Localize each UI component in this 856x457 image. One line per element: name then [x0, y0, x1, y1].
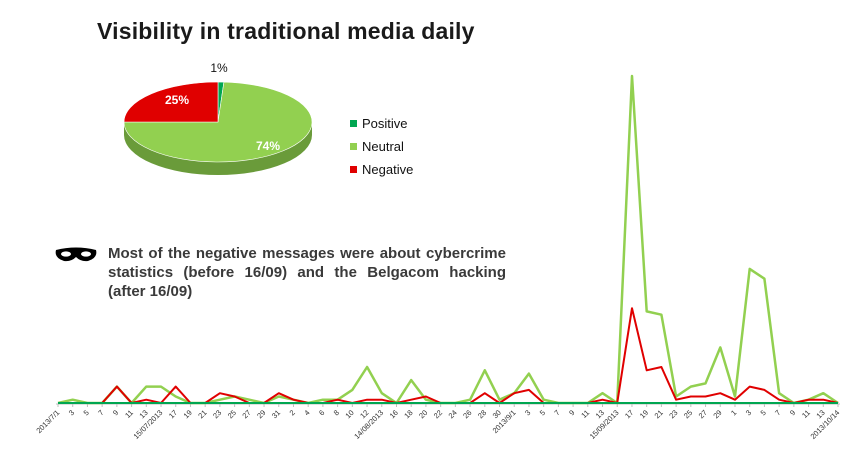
- x-tick-label: 27: [240, 408, 252, 420]
- x-tick-label: 3: [744, 408, 753, 417]
- x-tick-label: 3: [523, 408, 532, 417]
- annotation-text: Most of the negative messages were about…: [108, 245, 506, 300]
- x-tick-label: 11: [123, 408, 135, 420]
- x-tick-label: 25: [682, 408, 694, 420]
- x-tick-label: 17: [623, 408, 635, 420]
- x-tick-label: 16: [388, 408, 400, 420]
- x-tick-label: 11: [800, 408, 812, 420]
- legend-label-neutral: Neutral: [362, 139, 404, 154]
- x-tick-label: 24: [447, 408, 459, 420]
- x-tick-label: 22: [432, 408, 444, 420]
- legend-swatch-neutral: [350, 143, 357, 150]
- legend-item-positive: Positive: [350, 112, 413, 135]
- pie-label-neutral: 74%: [256, 139, 280, 153]
- x-tick-label: 29: [255, 408, 267, 420]
- x-tick-label: 7: [96, 408, 105, 417]
- x-tick-label: 8: [332, 408, 341, 417]
- mask-icon: [55, 247, 97, 262]
- x-tick-label: 6: [317, 408, 326, 417]
- x-tick-label: 23: [667, 408, 679, 420]
- x-tick-label: 2: [288, 408, 297, 417]
- x-tick-label: 21: [196, 408, 208, 420]
- x-tick-label: 9: [111, 408, 120, 417]
- x-tick-label: 11: [579, 408, 591, 420]
- x-tick-label: 18: [402, 408, 414, 420]
- pie-label-negative: 25%: [165, 93, 189, 107]
- x-tick-label: 3: [67, 408, 76, 417]
- x-tick-label: 28: [476, 408, 488, 420]
- x-tick-label: 29: [711, 408, 723, 420]
- x-tick-label: 21: [653, 408, 665, 420]
- x-tick-label: 2013/7/1: [34, 408, 61, 435]
- legend-swatch-positive: [350, 120, 357, 127]
- legend-label-negative: Negative: [362, 162, 414, 177]
- x-tick-label: 20: [417, 408, 429, 420]
- x-tick-label: 7: [552, 408, 561, 417]
- x-tick-label: 9: [788, 408, 797, 417]
- pie-side-neutral: [124, 122, 312, 175]
- x-tick-label: 5: [538, 408, 547, 417]
- x-tick-label: 31: [270, 408, 282, 420]
- x-tick-label: 5: [82, 408, 91, 417]
- pie-label-positive: 1%: [210, 61, 228, 75]
- legend-swatch-negative: [350, 166, 357, 173]
- x-tick-label: 7: [773, 408, 782, 417]
- x-tick-label: 10: [343, 408, 355, 420]
- series-line-negative: [58, 307, 839, 404]
- chart-title: Visibility in traditional media daily: [97, 18, 475, 44]
- pie-chart: 1% 74% 25%: [123, 61, 313, 175]
- x-tick-label: 4: [302, 408, 311, 417]
- x-tick-label: 1: [729, 408, 738, 417]
- x-tick-label: 26: [461, 408, 473, 420]
- x-tick-label: 5: [759, 408, 768, 417]
- x-tick-label: 19: [182, 408, 194, 420]
- x-tick-label: 25: [226, 408, 238, 420]
- x-tick-label: 19: [638, 408, 650, 420]
- x-tick-label: 17: [167, 408, 179, 420]
- legend-item-neutral: Neutral: [350, 135, 413, 158]
- pie-legend: Positive Neutral Negative: [350, 112, 413, 181]
- legend-item-negative: Negative: [350, 158, 413, 181]
- x-tick-label: 23: [211, 408, 223, 420]
- x-tick-label: 9: [567, 408, 576, 417]
- pie-slice-negative: [123, 81, 219, 123]
- x-tick-label: 27: [697, 408, 709, 420]
- legend-label-positive: Positive: [362, 116, 408, 131]
